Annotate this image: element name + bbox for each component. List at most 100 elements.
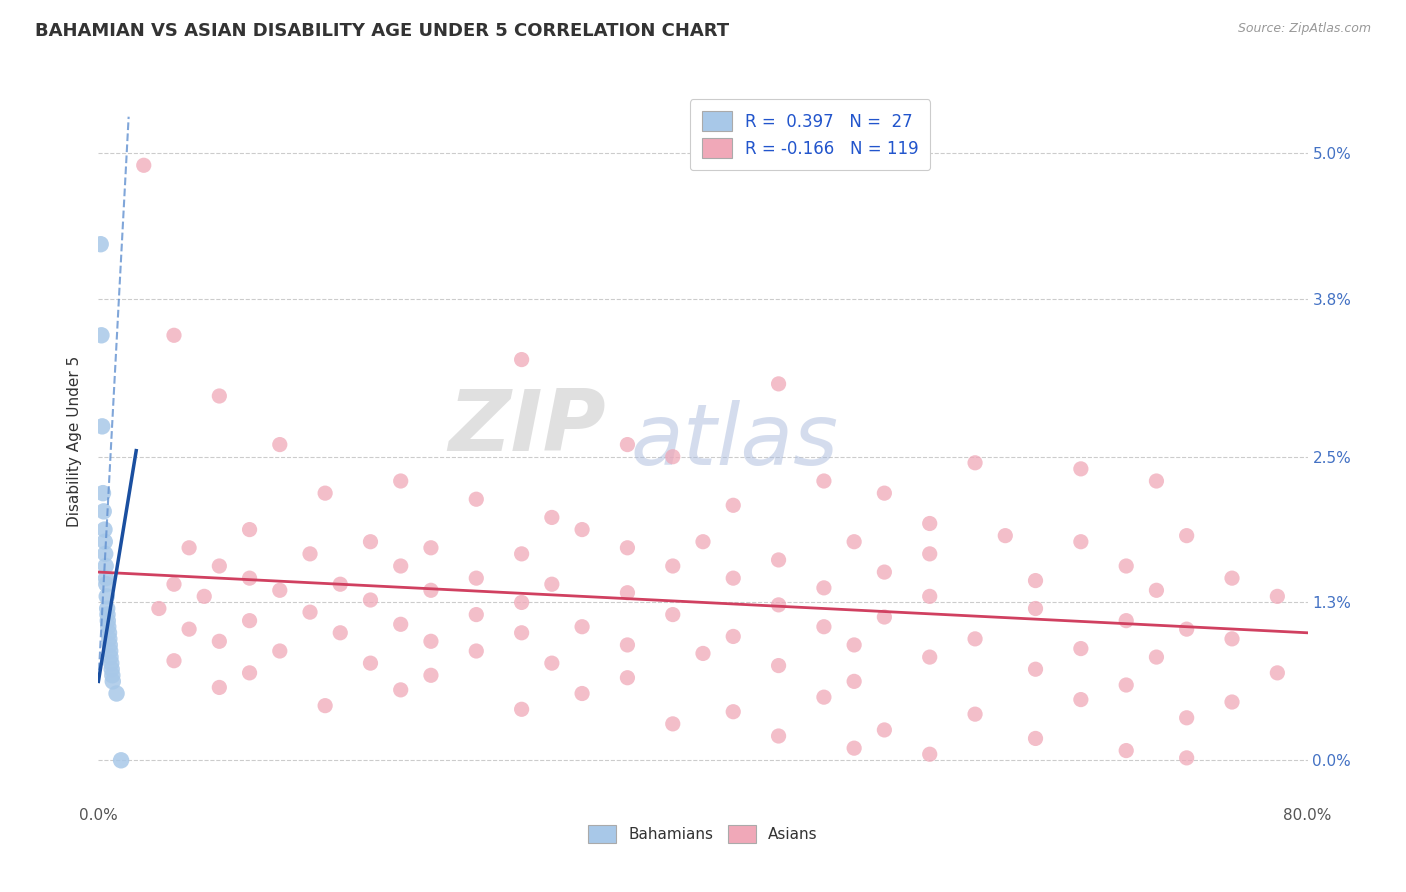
- Point: [616, 638, 638, 652]
- Point: [994, 529, 1017, 543]
- Point: [91, 419, 114, 434]
- Point: [510, 625, 533, 640]
- Point: [179, 541, 201, 555]
- Point: [163, 577, 186, 591]
- Y-axis label: Disability Age Under 5: Disability Age Under 5: [67, 356, 83, 527]
- Point: [768, 729, 790, 743]
- Point: [692, 647, 714, 661]
- Point: [193, 590, 215, 604]
- Point: [1024, 601, 1046, 615]
- Point: [101, 674, 124, 689]
- Point: [616, 671, 638, 685]
- Point: [465, 492, 488, 507]
- Point: [420, 668, 443, 682]
- Point: [465, 644, 488, 658]
- Point: [96, 590, 118, 604]
- Point: [420, 583, 443, 598]
- Point: [148, 601, 170, 615]
- Point: [98, 632, 121, 646]
- Point: [239, 665, 262, 680]
- Point: [918, 516, 941, 531]
- Point: [1070, 641, 1092, 656]
- Point: [844, 741, 866, 756]
- Point: [873, 565, 896, 579]
- Point: [661, 559, 683, 574]
- Point: [1267, 590, 1289, 604]
- Point: [98, 644, 121, 658]
- Point: [571, 523, 593, 537]
- Point: [110, 753, 132, 767]
- Point: [360, 534, 382, 549]
- Text: BAHAMIAN VS ASIAN DISABILITY AGE UNDER 5 CORRELATION CHART: BAHAMIAN VS ASIAN DISABILITY AGE UNDER 5…: [35, 22, 730, 40]
- Text: ZIP: ZIP: [449, 385, 606, 468]
- Point: [723, 571, 745, 585]
- Text: Source: ZipAtlas.com: Source: ZipAtlas.com: [1237, 22, 1371, 36]
- Point: [873, 723, 896, 737]
- Point: [1115, 559, 1137, 574]
- Point: [510, 702, 533, 716]
- Point: [768, 376, 790, 391]
- Point: [1024, 574, 1046, 588]
- Point: [97, 620, 120, 634]
- Point: [661, 450, 683, 464]
- Point: [98, 638, 121, 652]
- Point: [1267, 665, 1289, 680]
- Point: [93, 523, 115, 537]
- Point: [510, 547, 533, 561]
- Point: [96, 607, 118, 622]
- Point: [873, 610, 896, 624]
- Point: [420, 541, 443, 555]
- Point: [299, 605, 322, 619]
- Point: [208, 634, 231, 648]
- Point: [90, 328, 112, 343]
- Point: [540, 656, 562, 670]
- Point: [1024, 731, 1046, 746]
- Point: [571, 620, 593, 634]
- Point: [179, 622, 201, 636]
- Point: [723, 629, 745, 643]
- Point: [768, 553, 790, 567]
- Point: [389, 559, 412, 574]
- Point: [813, 474, 835, 488]
- Point: [918, 650, 941, 665]
- Point: [1175, 622, 1198, 636]
- Point: [239, 523, 262, 537]
- Point: [1175, 529, 1198, 543]
- Point: [813, 581, 835, 595]
- Point: [540, 577, 562, 591]
- Point: [94, 547, 117, 561]
- Point: [208, 681, 231, 695]
- Legend: Bahamians, Asians: Bahamians, Asians: [582, 819, 824, 849]
- Point: [571, 686, 593, 700]
- Point: [90, 237, 112, 252]
- Point: [465, 571, 488, 585]
- Point: [100, 662, 122, 676]
- Point: [844, 638, 866, 652]
- Point: [768, 658, 790, 673]
- Point: [163, 654, 186, 668]
- Point: [329, 577, 352, 591]
- Point: [540, 510, 562, 524]
- Point: [813, 690, 835, 705]
- Point: [1115, 614, 1137, 628]
- Point: [97, 614, 120, 628]
- Point: [918, 547, 941, 561]
- Point: [1220, 571, 1243, 585]
- Point: [389, 474, 412, 488]
- Point: [96, 577, 118, 591]
- Point: [965, 707, 987, 722]
- Point: [360, 593, 382, 607]
- Point: [510, 352, 533, 367]
- Point: [873, 486, 896, 500]
- Point: [1115, 743, 1137, 757]
- Point: [269, 583, 291, 598]
- Point: [208, 389, 231, 403]
- Point: [1115, 678, 1137, 692]
- Point: [510, 595, 533, 609]
- Point: [965, 456, 987, 470]
- Point: [465, 607, 488, 622]
- Point: [1220, 632, 1243, 646]
- Point: [1146, 650, 1168, 665]
- Point: [94, 571, 117, 585]
- Point: [239, 571, 262, 585]
